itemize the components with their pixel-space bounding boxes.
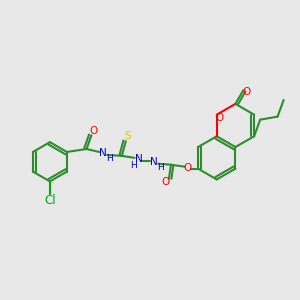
Text: N: N	[135, 154, 142, 164]
Text: O: O	[89, 126, 98, 136]
Text: S: S	[124, 131, 131, 141]
Text: O: O	[161, 177, 169, 188]
Text: O: O	[242, 87, 250, 97]
Text: H: H	[130, 161, 137, 170]
Text: O: O	[184, 163, 192, 173]
Text: H: H	[106, 154, 112, 163]
Text: N: N	[99, 148, 107, 158]
Text: Cl: Cl	[44, 194, 56, 207]
Text: N: N	[150, 157, 158, 167]
Text: H: H	[157, 163, 164, 172]
Text: O: O	[216, 112, 224, 123]
